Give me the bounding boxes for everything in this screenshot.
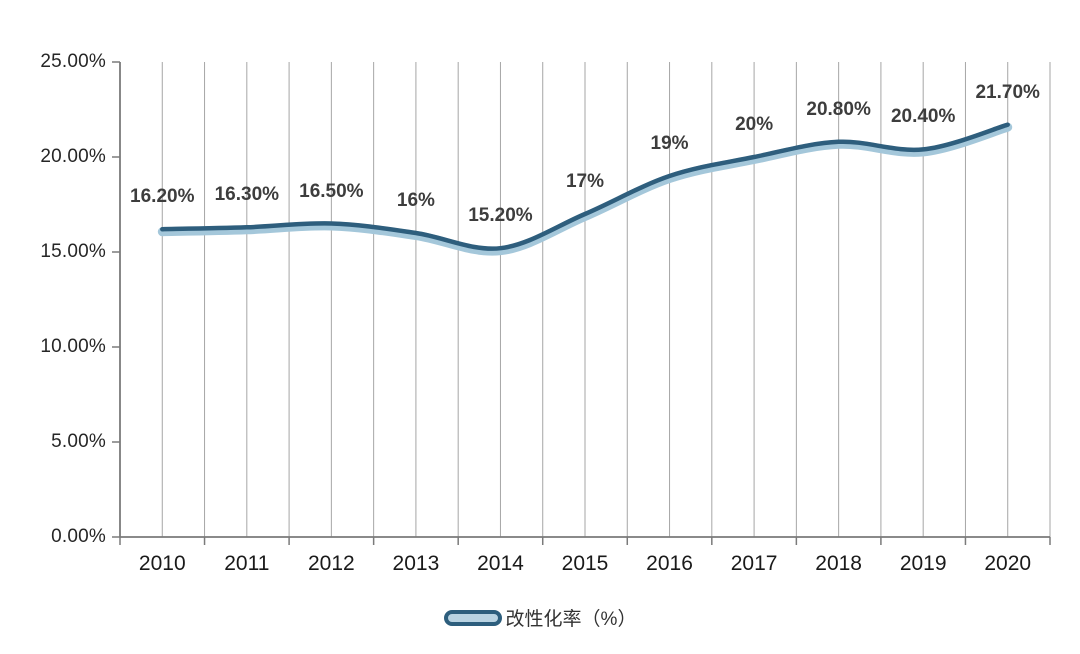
x-tick-label: 2010 bbox=[138, 552, 186, 575]
data-point-label: 15.20% bbox=[468, 205, 533, 227]
x-tick-label: 2018 bbox=[815, 552, 862, 575]
data-point-label: 16% bbox=[396, 190, 435, 211]
data-point-label: 16.50% bbox=[299, 180, 364, 202]
x-tick-label: 2011 bbox=[224, 552, 270, 575]
x-tick-label: 2019 bbox=[899, 552, 947, 575]
data-point-label: 16.30% bbox=[214, 184, 280, 206]
legend: 改性化率（%） bbox=[0, 604, 1080, 631]
x-tick-label: 2017 bbox=[730, 552, 778, 575]
data-point-label: 16.20% bbox=[130, 186, 195, 208]
legend-line-swatch bbox=[443, 609, 502, 626]
x-tick-label: 2012 bbox=[308, 552, 355, 575]
y-tick-label: 15.00% bbox=[40, 241, 106, 262]
data-point-label: 20.80% bbox=[806, 98, 871, 120]
data-point-label: 17% bbox=[565, 171, 605, 192]
data-point-label: 19% bbox=[650, 133, 689, 154]
data-point-label: 20% bbox=[735, 114, 774, 135]
data-point-label: 20.40% bbox=[890, 106, 956, 128]
series-line-highlight bbox=[157, 122, 1013, 256]
legend-label: 改性化率（%） bbox=[505, 609, 637, 630]
data-point-label: 21.70% bbox=[975, 81, 1040, 103]
y-tick-label: 20.00% bbox=[40, 146, 106, 167]
y-tick-label: 0.00% bbox=[51, 526, 106, 547]
y-tick-label: 10.00% bbox=[40, 336, 106, 357]
x-tick-label: 2015 bbox=[561, 552, 609, 575]
y-tick-label: 25.00% bbox=[40, 51, 106, 72]
y-tick-label: 5.00% bbox=[51, 431, 106, 452]
x-tick-label: 2013 bbox=[392, 552, 440, 575]
x-tick-label: 2014 bbox=[477, 552, 524, 575]
x-tick-label: 2020 bbox=[984, 552, 1032, 575]
series-line bbox=[160, 122, 1010, 251]
x-tick-label: 2016 bbox=[646, 552, 693, 575]
